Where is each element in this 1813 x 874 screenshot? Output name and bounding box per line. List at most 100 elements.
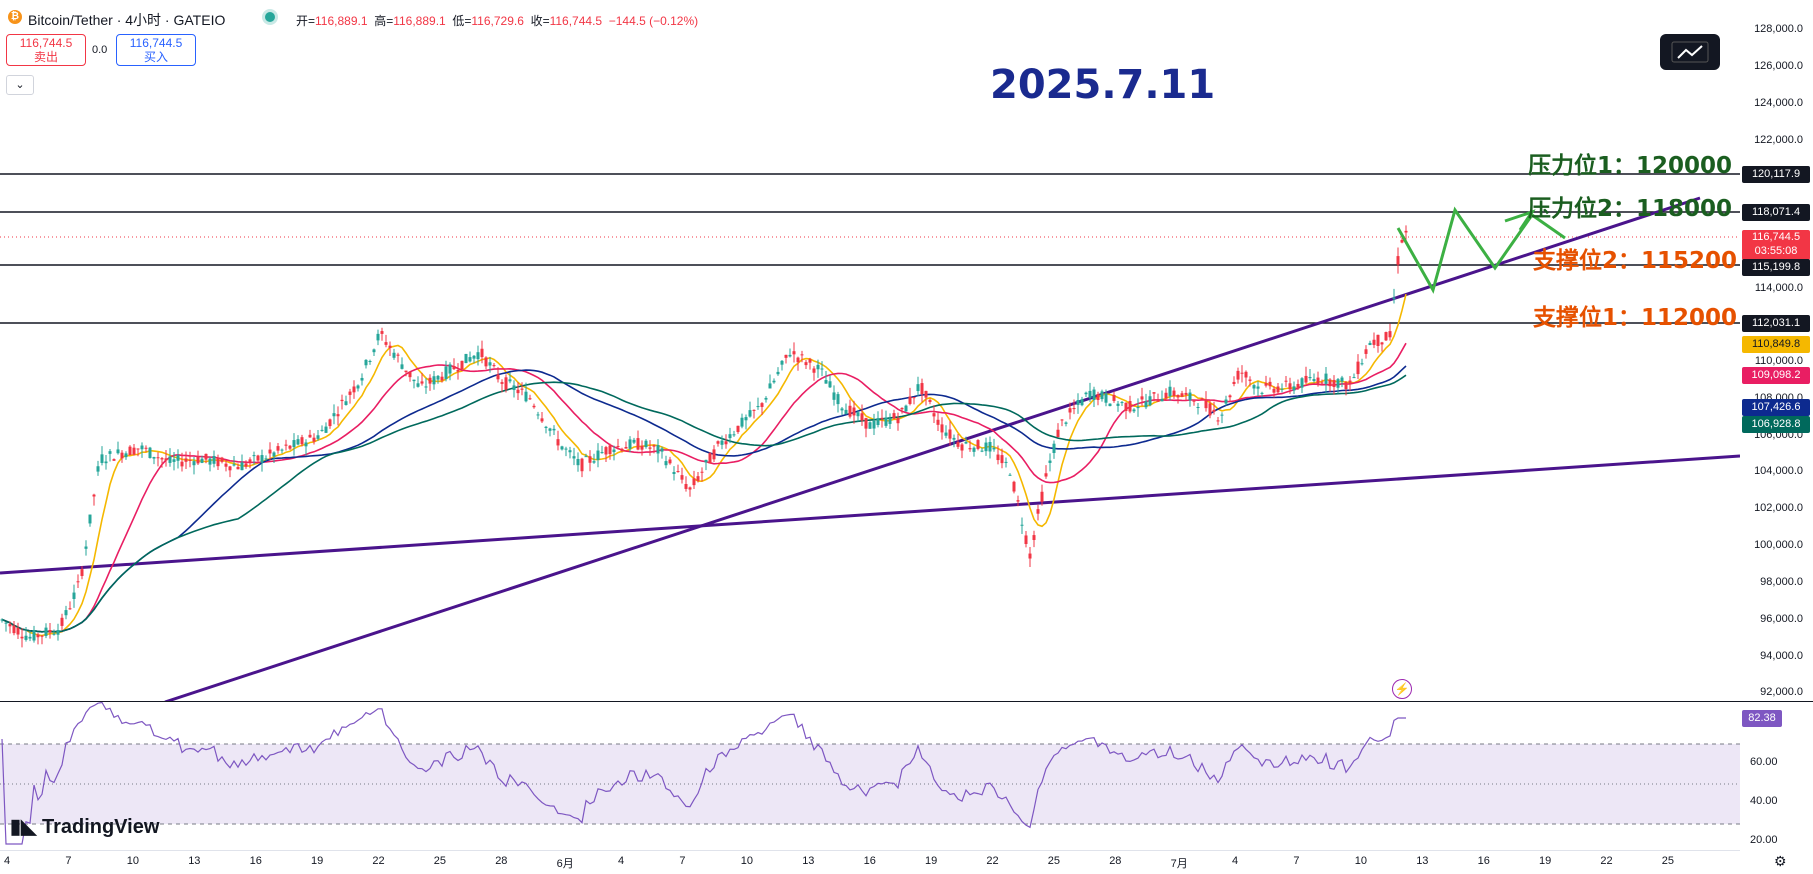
price-tick: 100,000.0 bbox=[1754, 539, 1803, 551]
candle-body bbox=[920, 383, 924, 395]
candle-body bbox=[1368, 342, 1372, 346]
sell-button[interactable]: 116,744.5 卖出 bbox=[6, 34, 86, 66]
time-tick: 7 bbox=[679, 855, 686, 867]
candle-body bbox=[1116, 403, 1120, 406]
candle-body bbox=[1076, 400, 1080, 405]
time-axis[interactable] bbox=[0, 850, 1740, 874]
candle-body bbox=[1176, 394, 1180, 398]
candle-body bbox=[1256, 386, 1260, 389]
candle-body bbox=[336, 414, 340, 417]
candle-body bbox=[392, 352, 396, 358]
price-tick: 102,000.0 bbox=[1754, 502, 1803, 514]
price-tick: 110,000.0 bbox=[1754, 355, 1803, 367]
time-tick: 28 bbox=[495, 855, 508, 867]
symbol-title[interactable]: Bitcoin/Tether · 4小时 · GATEIO bbox=[28, 12, 226, 28]
candle-body bbox=[596, 450, 600, 460]
candle-body bbox=[1324, 373, 1328, 384]
candle-body bbox=[412, 379, 416, 382]
candle-body bbox=[760, 403, 764, 407]
lightning-icon[interactable]: ⚡ bbox=[1392, 679, 1412, 699]
candle-body bbox=[900, 407, 904, 410]
candle-body bbox=[648, 447, 652, 449]
market-status-icon bbox=[265, 12, 275, 22]
candle-body bbox=[1204, 399, 1208, 409]
ascending-trendline[interactable] bbox=[164, 196, 1701, 702]
candle-body bbox=[316, 435, 320, 439]
candle-body bbox=[208, 458, 212, 465]
support-price-1: 112,031.1 bbox=[1742, 315, 1810, 332]
candle-body bbox=[1240, 372, 1244, 374]
candle-body bbox=[176, 455, 180, 461]
candle-body bbox=[1340, 377, 1344, 382]
candle-body bbox=[988, 441, 992, 452]
ma-short-line bbox=[1, 294, 1407, 637]
candle-body bbox=[516, 389, 520, 394]
candle-body bbox=[116, 449, 120, 454]
candle-body bbox=[1248, 379, 1252, 381]
price-scale[interactable]: 128,000.0 126,000.0 124,000.0 122,000.0 … bbox=[1740, 0, 1813, 700]
candle-body bbox=[1016, 500, 1020, 502]
candle-body bbox=[548, 428, 552, 431]
candle-body bbox=[1308, 377, 1312, 379]
candle-body bbox=[1108, 403, 1112, 407]
candle-body bbox=[916, 384, 920, 392]
time-tick: 4 bbox=[1232, 855, 1239, 867]
candle-body bbox=[72, 592, 76, 599]
candle-body bbox=[404, 370, 408, 373]
candle-body bbox=[456, 370, 460, 372]
candle-body bbox=[848, 405, 852, 417]
candle-body bbox=[532, 405, 536, 408]
candle-body bbox=[676, 471, 680, 473]
candle-body bbox=[112, 459, 116, 461]
candle-body bbox=[216, 457, 220, 467]
candle-body bbox=[872, 420, 876, 429]
candle-body bbox=[1112, 394, 1116, 401]
candle-body bbox=[480, 348, 484, 358]
price-tick: 114,000.0 bbox=[1754, 282, 1803, 294]
candle-body bbox=[476, 352, 480, 360]
candle-body bbox=[192, 461, 196, 466]
candle-body bbox=[844, 409, 848, 415]
chart-type-button[interactable] bbox=[1660, 34, 1720, 70]
buy-button[interactable]: 116,744.5 买入 bbox=[116, 34, 196, 66]
candle-body bbox=[656, 445, 660, 454]
lower-trendline[interactable] bbox=[0, 454, 1740, 575]
candle-body bbox=[332, 413, 336, 417]
candle-body bbox=[372, 349, 376, 353]
rsi-band bbox=[0, 744, 1740, 824]
candle-body bbox=[860, 413, 864, 421]
candle-body bbox=[220, 457, 224, 462]
candle-body bbox=[1184, 392, 1188, 395]
change-value: −144.5 (−0.12%) bbox=[608, 14, 699, 28]
main-chart[interactable] bbox=[0, 0, 1740, 702]
sell-label: 卖出 bbox=[33, 50, 58, 64]
candle-body bbox=[92, 494, 96, 497]
ohlc-readout: 开=116,889.1 高=116,889.1 低=116,729.6 收=11… bbox=[296, 12, 698, 29]
rsi-pane[interactable] bbox=[0, 702, 1740, 850]
candle-body bbox=[624, 446, 628, 449]
candle-body bbox=[984, 442, 988, 452]
candle-body bbox=[312, 437, 316, 442]
chevron-down-icon[interactable]: ⌄ bbox=[6, 75, 34, 95]
projection-path[interactable] bbox=[1396, 206, 1566, 294]
candle-body bbox=[212, 456, 216, 464]
candle-body bbox=[1040, 491, 1044, 502]
candle-body bbox=[852, 407, 856, 416]
candle-body bbox=[488, 362, 492, 366]
candle-body bbox=[940, 424, 944, 433]
chart-title: 2025.7.11 bbox=[990, 62, 1216, 108]
time-tick: 22 bbox=[1600, 855, 1613, 867]
candle-body bbox=[888, 418, 892, 424]
candle-body bbox=[196, 456, 200, 464]
candle-body bbox=[904, 405, 908, 412]
candle-body bbox=[740, 417, 744, 427]
rsi-tick: 20.00 bbox=[1750, 834, 1778, 846]
candle-body bbox=[1216, 420, 1220, 422]
price-tick: 96,000.0 bbox=[1760, 613, 1803, 625]
candle-body bbox=[508, 379, 512, 382]
candle-body bbox=[1092, 389, 1096, 400]
candle-body bbox=[1152, 392, 1156, 394]
gear-icon[interactable]: ⚙ bbox=[1774, 853, 1787, 869]
pane-divider[interactable] bbox=[0, 701, 1813, 702]
candle-body bbox=[1300, 378, 1304, 388]
